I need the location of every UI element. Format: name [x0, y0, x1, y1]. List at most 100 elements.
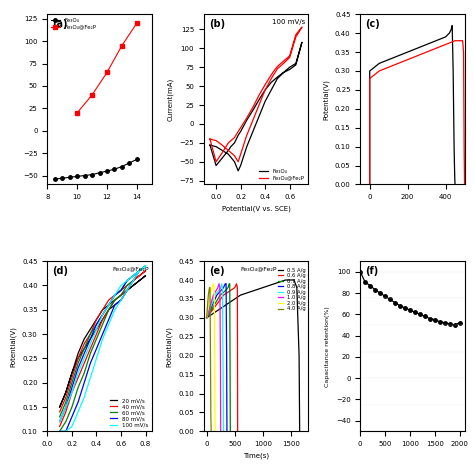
60 mV/s	[130, 273, 136, 279]
60 mV/s	[69, 404, 75, 410]
Fe₃O₄@Fe₂P	[443, 42, 448, 47]
40 mV/s	[112, 297, 118, 303]
0.9 A/g	[219, 281, 225, 287]
100 mV/s	[130, 278, 136, 283]
Fe₃O₄@Fe₂P	[232, 135, 237, 140]
80 mV/s	[63, 404, 69, 410]
20 mV/s	[82, 336, 87, 342]
Line: 60 mV/s: 60 mV/s	[60, 266, 146, 431]
60 mV/s	[75, 385, 81, 391]
Fe₃O₄@Fe₂P	[462, 182, 467, 187]
0.6 A/g	[234, 281, 239, 287]
Line: 1.0 A/g: 1.0 A/g	[207, 284, 221, 431]
Fe₃O₄@Fe₂P	[281, 58, 286, 64]
Fe₃O₄@Fe₂P	[367, 76, 373, 82]
2.0 A/g	[204, 315, 210, 321]
1.0 A/g	[216, 281, 222, 287]
100 mV/s	[124, 278, 130, 283]
0.7 A/g	[213, 300, 219, 306]
80 mV/s	[130, 273, 136, 279]
Fe₃O₄	[287, 64, 292, 70]
20 mV/s	[69, 370, 75, 376]
0.8 A/g	[204, 315, 210, 321]
Fe₃O₄@Fe₂P	[134, 20, 140, 26]
Fe₃O₄@Fe₂P	[274, 66, 280, 72]
0.9 A/g	[204, 315, 210, 321]
Fe₃O₄@Fe₂P	[232, 153, 237, 159]
Fe₃O₄@Fe₂P	[461, 49, 466, 55]
Fe₃O₄	[213, 163, 219, 168]
20 mV/s	[69, 370, 75, 376]
Fe₃O₄@Fe₂P	[262, 82, 268, 87]
Fe₃O₄	[219, 155, 225, 161]
80 mV/s	[69, 414, 75, 419]
0.5 A/g	[237, 292, 243, 298]
Fe₃O₄	[451, 144, 457, 149]
Line: 4.0 A/g: 4.0 A/g	[207, 288, 211, 431]
Fe₃O₄@Fe₂P	[452, 38, 458, 44]
40 mV/s	[57, 409, 63, 415]
40 mV/s	[143, 268, 148, 273]
40 mV/s	[130, 278, 136, 283]
Fe₃O₄	[449, 23, 455, 28]
Fe₃O₄	[127, 160, 132, 166]
Fe₃O₄	[386, 57, 392, 63]
1.0 A/g	[204, 315, 210, 321]
Fe₃O₄@Fe₂P	[433, 46, 439, 51]
Fe₃O₄@Fe₂P	[376, 68, 382, 74]
Fe₃O₄	[268, 80, 274, 85]
Fe₃O₄@Fe₂P	[460, 38, 465, 44]
80 mV/s	[124, 278, 130, 283]
40 mV/s	[118, 292, 124, 298]
Fe₃O₄	[219, 147, 225, 153]
Fe₃O₄	[52, 176, 58, 182]
4.0 A/g	[204, 308, 210, 313]
4.0 A/g	[206, 292, 211, 298]
60 mV/s	[75, 360, 81, 366]
Fe₃O₄	[207, 142, 213, 148]
80 mV/s	[57, 419, 63, 424]
60 mV/s	[88, 351, 93, 356]
Fe₃O₄@Fe₂P	[250, 117, 256, 123]
Fe₃O₄	[262, 99, 268, 104]
Fe₃O₄@Fe₂P	[256, 92, 262, 98]
Fe₃O₄	[235, 168, 241, 173]
40 mV/s	[82, 341, 87, 346]
Fe₃O₄	[452, 182, 458, 187]
Line: 40 mV/s: 40 mV/s	[60, 271, 146, 427]
0.5 A/g	[283, 277, 288, 283]
20 mV/s	[57, 404, 63, 410]
60 mV/s	[94, 336, 100, 342]
Fe₃O₄	[395, 53, 401, 59]
0.5 A/g	[272, 281, 277, 287]
80 mV/s	[143, 263, 148, 269]
0.6 A/g	[221, 292, 227, 298]
0.6 A/g	[227, 289, 232, 294]
2.0 A/g	[207, 292, 213, 298]
Y-axis label: Potential(V): Potential(V)	[323, 79, 329, 120]
Fe₃O₄	[119, 164, 125, 169]
100 mV/s	[124, 287, 130, 293]
Fe₃O₄@Fe₂P	[207, 136, 213, 142]
Fe₃O₄	[232, 140, 237, 146]
80 mV/s	[63, 428, 69, 434]
0.9 A/g	[210, 300, 215, 306]
Fe₃O₄@Fe₂P	[367, 182, 373, 187]
4.0 A/g	[207, 285, 212, 291]
60 mV/s	[82, 346, 87, 352]
Fe₃O₄@Fe₂P	[386, 64, 392, 70]
40 mV/s	[82, 360, 87, 366]
40 mV/s	[143, 268, 148, 273]
0.5 A/g	[297, 410, 302, 415]
2.0 A/g	[212, 353, 218, 358]
40 mV/s	[130, 278, 136, 283]
20 mV/s	[75, 356, 81, 361]
Fe₃O₄	[244, 144, 250, 149]
0.5 A/g	[227, 300, 232, 306]
40 mV/s	[124, 283, 130, 288]
0.7 A/g	[227, 281, 232, 287]
Fe₃O₄	[376, 61, 382, 66]
0.6 A/g	[235, 285, 240, 291]
40 mV/s	[57, 424, 63, 429]
20 mV/s	[143, 273, 148, 279]
